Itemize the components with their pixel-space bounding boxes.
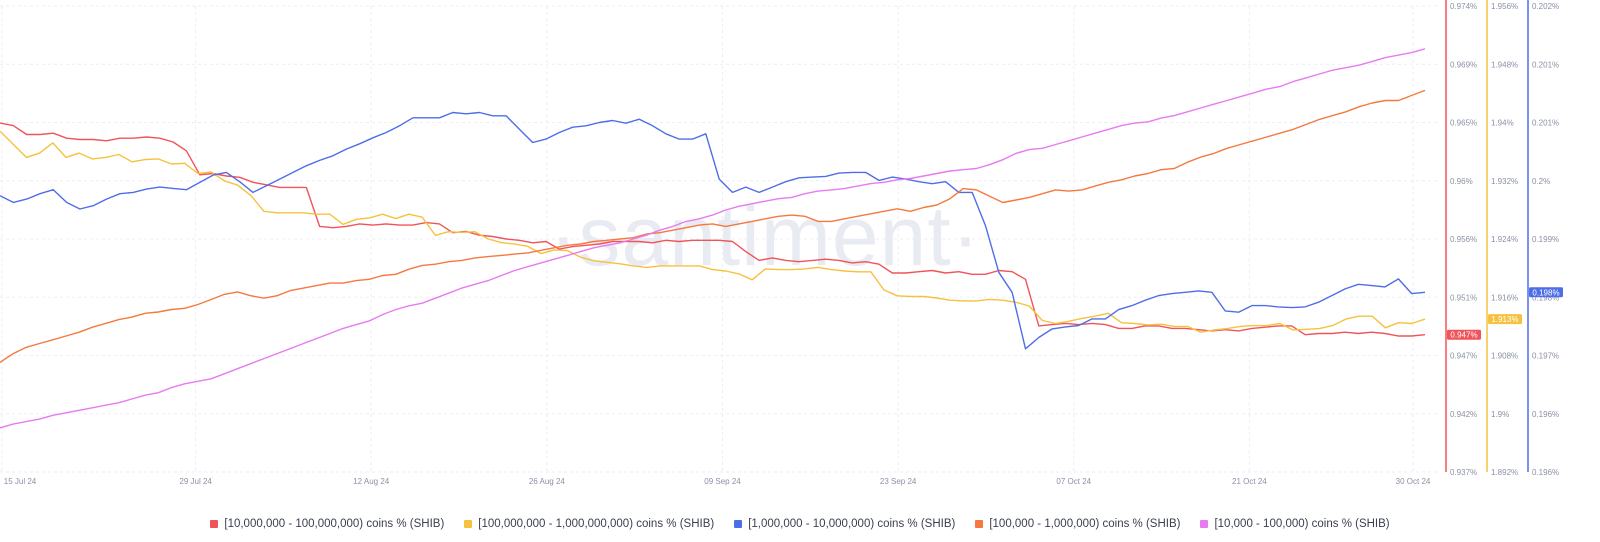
x-tick-label: 12 Aug 24	[353, 477, 390, 486]
series-line	[0, 111, 1426, 350]
y-tick-label: 0.199%	[1532, 235, 1559, 244]
series-line	[0, 130, 1426, 333]
gridlines	[0, 5, 1440, 473]
legend-label: [1,000,000 - 10,000,000) coins % (SHIB)	[748, 518, 956, 530]
y-tick-label: 1.948%	[1491, 60, 1518, 69]
y-tick-label: 1.892%	[1491, 468, 1518, 477]
x-tick-label: 21 Oct 24	[1232, 477, 1267, 486]
value-badge	[1529, 287, 1563, 298]
y-tick-label: 0.937%	[1450, 468, 1477, 477]
chart: ·santiment· 0.974% 0.969% 0.965% 0.96% 0.956…	[0, 0, 1563, 486]
legend-label: [10,000 - 100,000) coins % (SHIB)	[1214, 518, 1390, 530]
legend-label: [10,000,000 - 100,000,000) coins % (SHIB…	[224, 518, 445, 530]
y-tick-label: 0.197%	[1532, 352, 1559, 361]
watermark: ·santiment·	[549, 189, 980, 283]
x-tick-label: 29 Jul 24	[179, 477, 212, 486]
x-tick-label: 26 Aug 24	[529, 477, 566, 486]
legend-item[interactable]: [100,000,000 - 1,000,000,000) coins % (S…	[464, 518, 714, 530]
x-tick-label: 30 Oct 24	[1396, 477, 1431, 486]
y-tick-label: 0.196%	[1532, 410, 1559, 419]
legend-label: [100,000,000 - 1,000,000,000) coins % (S…	[478, 518, 715, 530]
value-badge	[1488, 314, 1522, 325]
legend-swatch	[975, 520, 984, 528]
series-line	[0, 89, 1426, 363]
legend: [10,000,000 - 100,000,000) coins % (SHIB…	[0, 512, 1600, 536]
value-badge-label: 1.913%	[1491, 315, 1518, 324]
legend-item[interactable]: [10,000,000 - 100,000,000) coins % (SHIB…	[210, 518, 444, 530]
legend-item[interactable]: [100,000 - 1,000,000) coins % (SHIB)	[975, 518, 1180, 530]
series-lines	[0, 48, 1426, 429]
legend-swatch	[734, 520, 743, 528]
series-line	[0, 48, 1426, 429]
y-tick-label: 1.94%	[1491, 119, 1514, 128]
legend-item[interactable]: [10,000 - 100,000) coins % (SHIB)	[1200, 518, 1390, 530]
legend-swatch	[210, 520, 219, 528]
y-tick-label: 0.201%	[1532, 60, 1559, 69]
y-tick-label: 1.956%	[1491, 2, 1518, 11]
legend-swatch	[464, 520, 473, 528]
value-badge-label: 0.198%	[1532, 288, 1559, 297]
y-tick-label: 0.96%	[1450, 177, 1473, 186]
y-tick-label: 0.196%	[1532, 468, 1559, 477]
value-badge-label: 0.947%	[1450, 331, 1477, 340]
legend-label: [100,000 - 1,000,000) coins % (SHIB)	[989, 518, 1181, 530]
y-tick-label: 0.2%	[1532, 177, 1550, 186]
y-tick-label: 0.974%	[1450, 2, 1477, 11]
last-value-badges: 0.947% 1.913% 0.198%	[1447, 287, 1563, 340]
legend-swatch	[1200, 520, 1209, 528]
x-tick-label: 23 Sep 24	[880, 477, 917, 486]
y-tick-label: 0.201%	[1532, 119, 1559, 128]
y-tick-label: 0.965%	[1450, 119, 1477, 128]
legend-item[interactable]: [1,000,000 - 10,000,000) coins % (SHIB)	[734, 518, 955, 530]
y-tick-label: 0.969%	[1450, 60, 1477, 69]
x-axis: 15 Jul 24 29 Jul 24 12 Aug 24 26 Aug 24 09 S…	[4, 477, 1431, 486]
value-badge	[1447, 329, 1481, 340]
y-tick-label: 1.932%	[1491, 177, 1518, 186]
y-tick-label: 1.924%	[1491, 235, 1518, 244]
y-tick-label: 1.916%	[1491, 293, 1518, 302]
y-axes: 0.974% 0.969% 0.965% 0.96% 0.956% 0.951% 0.947…	[1445, 0, 1559, 477]
y-tick-label: 0.947%	[1450, 352, 1477, 361]
y-tick-label: 0.198%	[1532, 293, 1559, 302]
x-tick-label: 07 Oct 24	[1056, 477, 1091, 486]
x-tick-label: 15 Jul 24	[4, 477, 37, 486]
y-tick-label: 0.956%	[1450, 235, 1477, 244]
x-tick-label: 09 Sep 24	[704, 477, 741, 486]
y-tick-label: 1.908%	[1491, 352, 1518, 361]
y-tick-label: 0.951%	[1450, 293, 1477, 302]
y-tick-label: 1.9%	[1491, 410, 1509, 419]
y-tick-label: 0.202%	[1532, 2, 1559, 11]
y-tick-label: 0.942%	[1450, 410, 1477, 419]
series-line	[0, 122, 1426, 337]
